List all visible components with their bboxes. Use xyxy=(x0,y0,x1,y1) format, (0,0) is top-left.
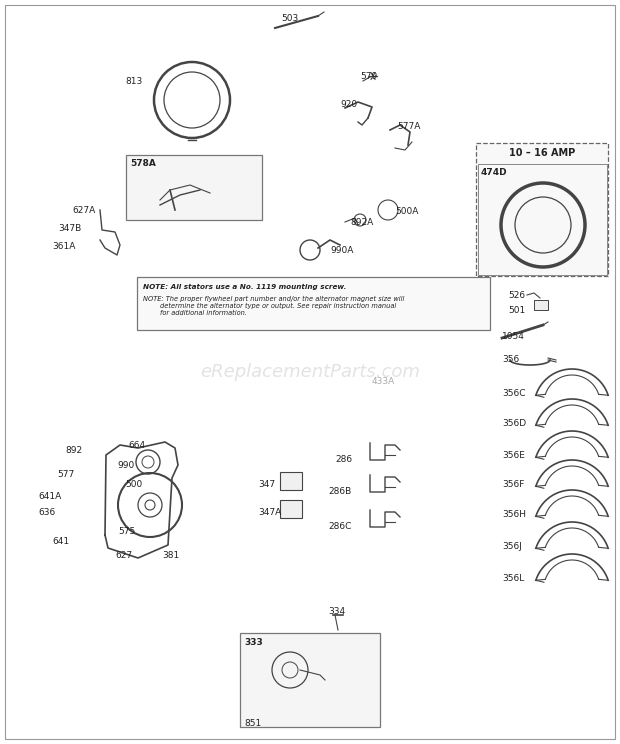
Text: 347: 347 xyxy=(258,480,275,489)
Bar xyxy=(137,277,490,330)
Bar xyxy=(534,300,548,310)
Text: 347B: 347B xyxy=(58,224,81,233)
Text: 500A: 500A xyxy=(395,207,418,216)
Bar xyxy=(280,472,302,490)
Text: 433A: 433A xyxy=(372,377,396,386)
Text: 356J: 356J xyxy=(502,542,522,551)
Text: 636: 636 xyxy=(38,508,55,517)
Text: 813: 813 xyxy=(126,77,143,86)
Text: 356D: 356D xyxy=(502,419,526,428)
Bar xyxy=(476,143,608,276)
Text: 641A: 641A xyxy=(38,492,61,501)
Text: 578A: 578A xyxy=(130,159,156,168)
Text: 356L: 356L xyxy=(502,574,525,583)
Text: 356H: 356H xyxy=(502,510,526,519)
Text: 356C: 356C xyxy=(502,389,526,398)
Text: 627A: 627A xyxy=(72,206,95,215)
Text: 356F: 356F xyxy=(502,480,525,489)
Text: 503: 503 xyxy=(281,14,299,23)
Text: 356E: 356E xyxy=(502,451,525,460)
Text: 851: 851 xyxy=(244,719,261,728)
Text: 334: 334 xyxy=(328,607,345,616)
Text: 664: 664 xyxy=(128,441,145,450)
Text: 577A: 577A xyxy=(397,122,420,131)
Text: 892A: 892A xyxy=(350,218,373,227)
Text: 356: 356 xyxy=(502,355,520,364)
Text: 474D: 474D xyxy=(481,168,508,177)
Text: 990: 990 xyxy=(117,461,135,470)
Bar xyxy=(280,500,302,518)
Text: 333: 333 xyxy=(244,638,263,647)
Text: 579: 579 xyxy=(360,72,377,81)
Text: 347A: 347A xyxy=(258,508,281,517)
Text: NOTE: The proper flywheel part number and/or the alternator magnet size will
   : NOTE: The proper flywheel part number an… xyxy=(143,296,404,316)
Text: 500: 500 xyxy=(125,480,142,489)
Text: 286C: 286C xyxy=(329,522,352,531)
Text: 286B: 286B xyxy=(329,487,352,496)
Text: NOTE: All stators use a No. 1119 mounting screw.: NOTE: All stators use a No. 1119 mountin… xyxy=(143,284,347,290)
Text: 381: 381 xyxy=(162,551,179,560)
Bar xyxy=(126,155,262,220)
Text: 990A: 990A xyxy=(330,246,353,255)
Text: 892: 892 xyxy=(65,446,82,455)
Text: 361A: 361A xyxy=(52,242,76,251)
Text: 501: 501 xyxy=(508,306,525,315)
Text: 10 – 16 AMP: 10 – 16 AMP xyxy=(509,148,575,158)
Bar xyxy=(240,633,380,727)
Bar xyxy=(478,164,607,275)
Text: eReplacementParts.com: eReplacementParts.com xyxy=(200,363,420,381)
Text: 1054: 1054 xyxy=(502,332,525,341)
Text: 920: 920 xyxy=(340,100,357,109)
Text: 627: 627 xyxy=(115,551,132,560)
Text: 641: 641 xyxy=(52,537,69,546)
Text: 526: 526 xyxy=(508,291,525,300)
Text: 575: 575 xyxy=(118,527,135,536)
Text: 577: 577 xyxy=(57,470,74,479)
Text: 286: 286 xyxy=(335,455,352,464)
